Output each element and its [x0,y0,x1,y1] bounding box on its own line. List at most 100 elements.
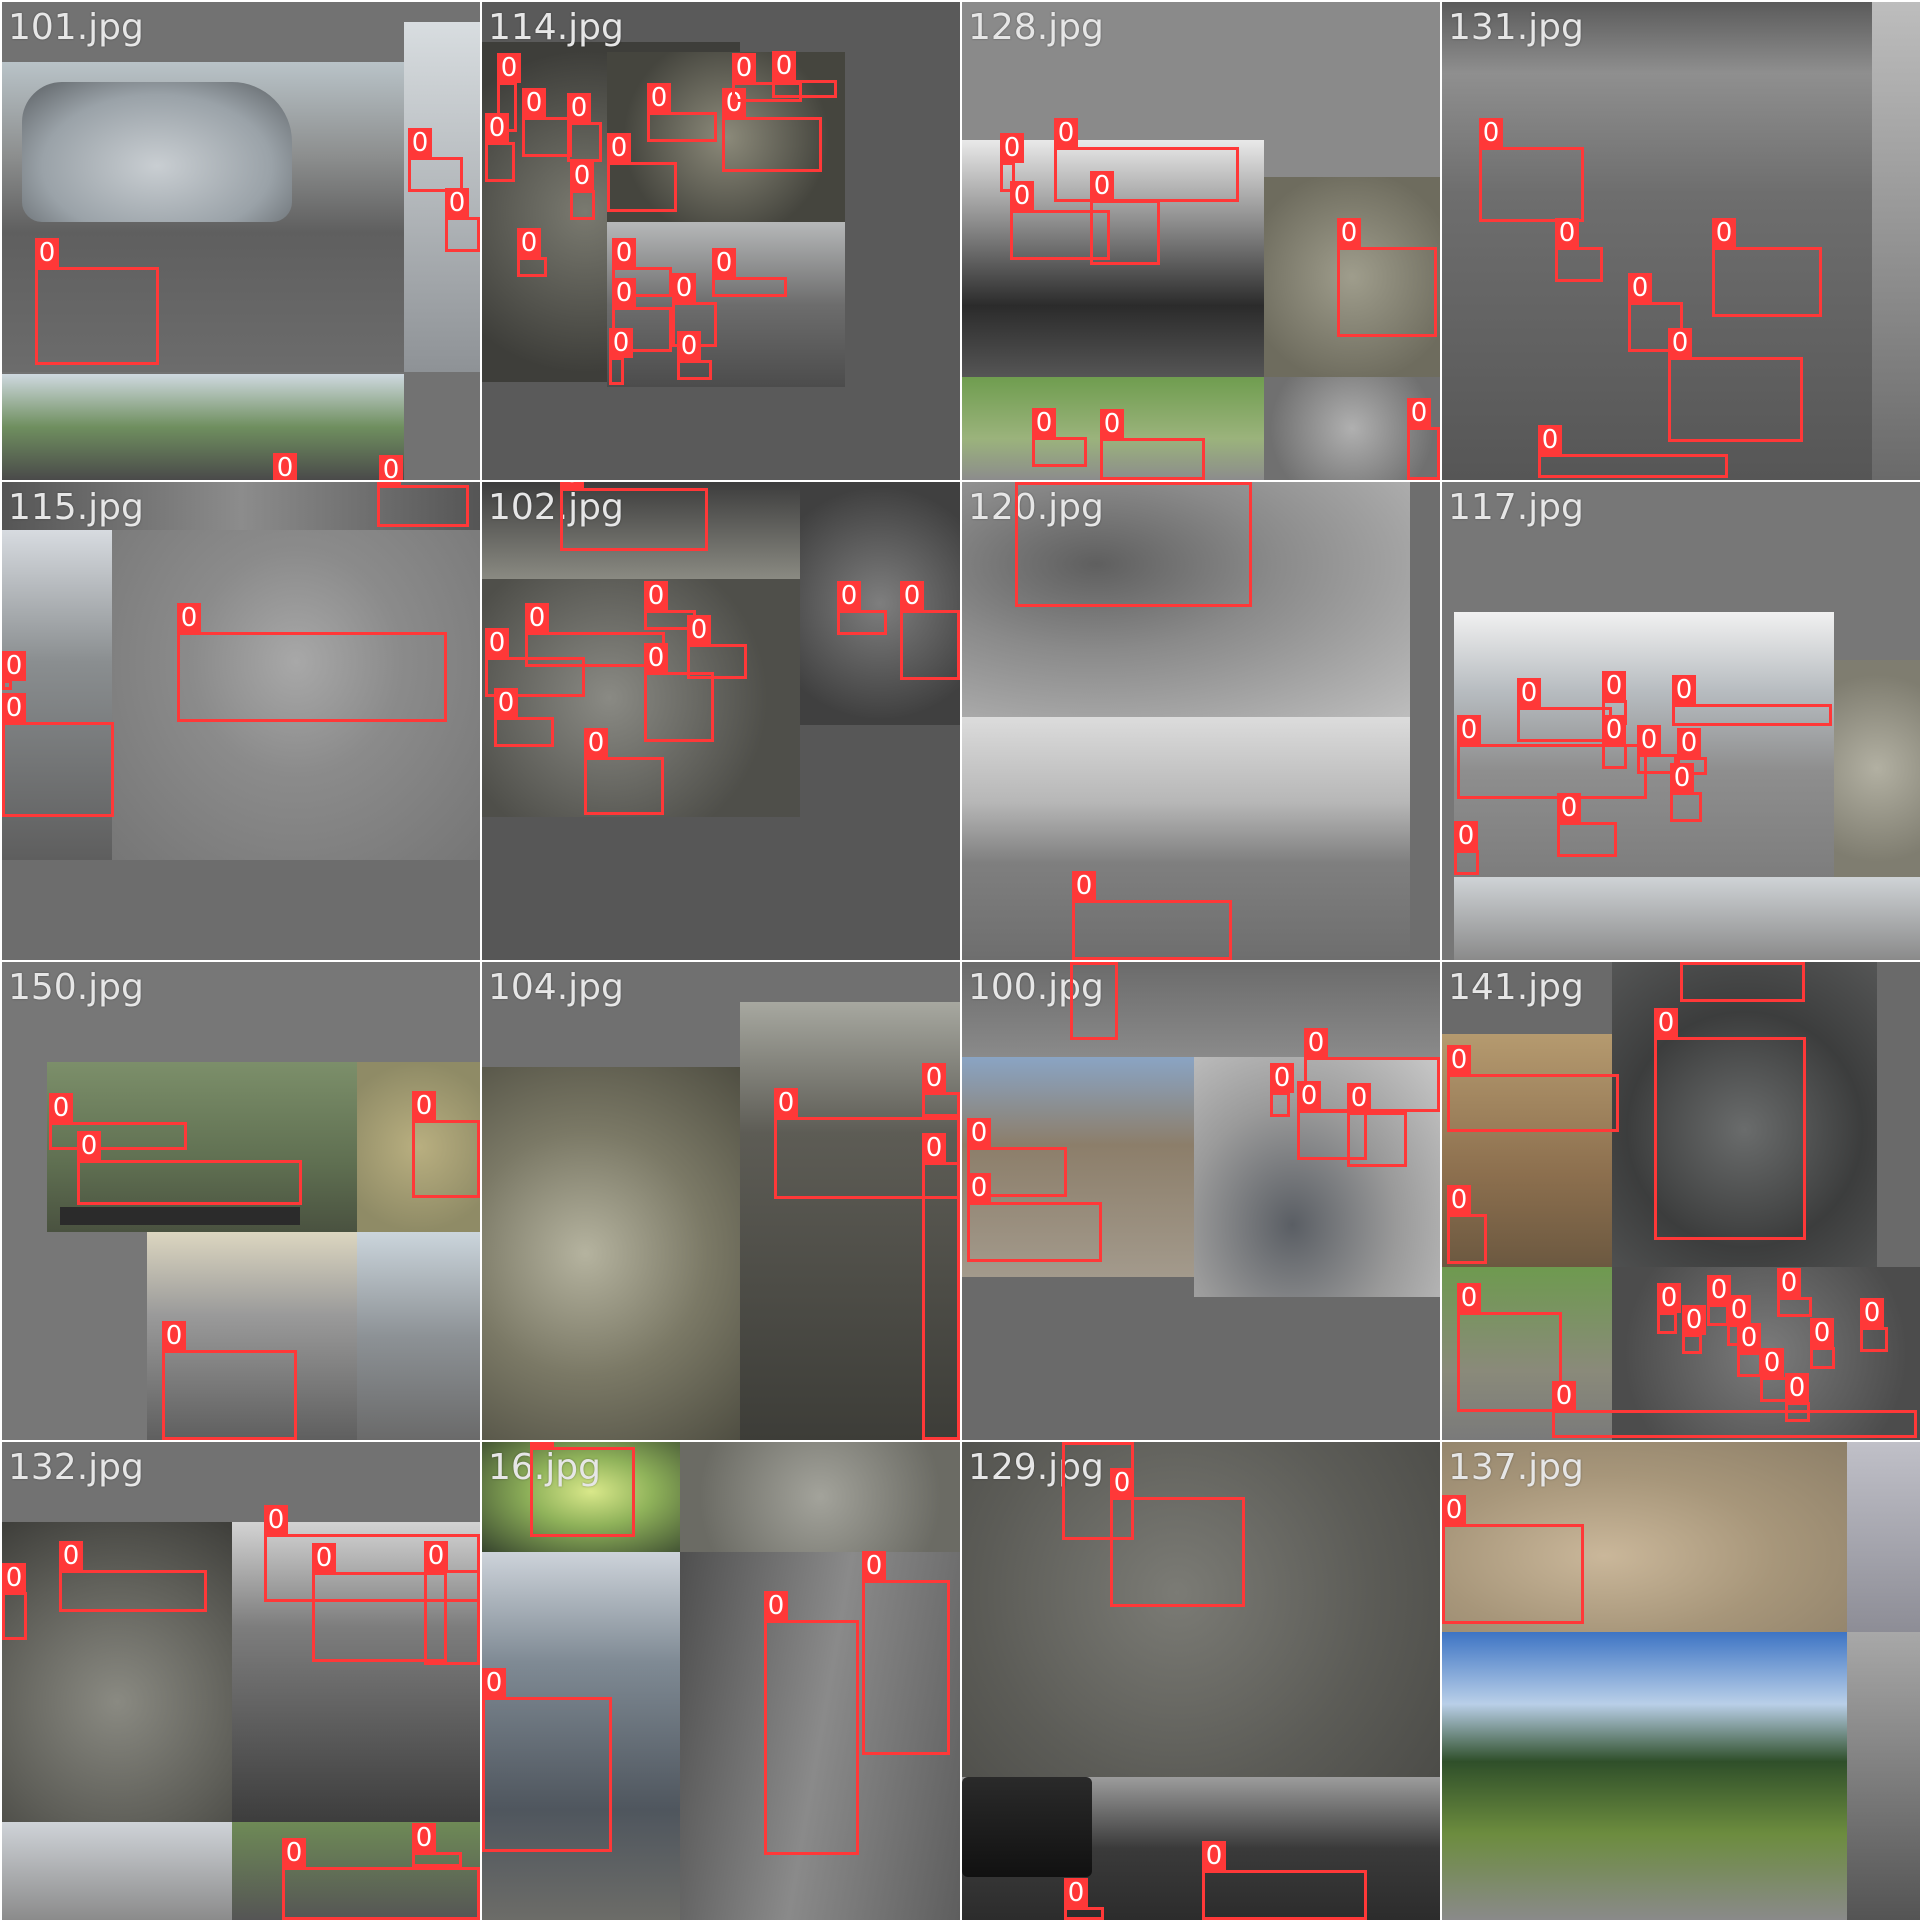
class-label: 0 [764,1591,788,1621]
class-label: 0 [1062,1442,1086,1443]
class-label: 0 [967,1173,991,1203]
gravel-photo [1847,1442,1920,1632]
class-label: 0 [584,728,608,758]
car-photo [22,82,292,222]
detection-box: 0 [517,228,547,277]
class-label: 0 [612,278,636,308]
class-label: 0 [612,238,636,268]
class-label: 0 [1552,1381,1576,1411]
tile-title: 104.jpg [488,967,624,1008]
detection-box: 0 [377,482,469,527]
detection-box: 0 [1447,1185,1487,1264]
detection-box: 0 [1657,1283,1681,1334]
detection-box: 0 [1010,181,1110,260]
class-label: 0 [2,1563,26,1593]
class-label: 0 [837,581,861,611]
class-label: 0 [1337,218,1361,248]
tile-title: 137.jpg [1448,1447,1584,1488]
tile-120: 120.jpg 0 0 [962,482,1440,960]
tile-title: 141.jpg [1448,967,1584,1008]
class-label: 0 [1810,1318,1834,1348]
class-label: 0 [922,1133,946,1163]
class-label: 0 [282,1838,306,1868]
detection-box: 0 [1015,482,1252,607]
class-label: 0 [485,628,509,658]
detection-box: 0 [1407,398,1440,480]
detection-box: 0 [1479,118,1584,222]
class-label: 0 [408,128,432,158]
class-label: 0 [862,1551,886,1581]
detection-box: 0 [1110,1468,1245,1607]
class-label: 0 [1000,133,1024,163]
side-photo [1872,2,1920,480]
tile-132: 132.jpg 0 0 0 0 0 0 0 [2,1442,480,1920]
class-label: 0 [1447,1045,1471,1075]
detection-box: 0 [1602,715,1627,769]
class-label: 0 [712,248,736,278]
detection-box: 0 [485,628,585,697]
class-label: 0 [1347,1083,1371,1113]
detection-box: 0 [445,188,480,252]
detection-box: 0 [1557,793,1617,857]
class-label: 0 [1654,1008,1678,1038]
class-label: 0 [722,88,746,118]
detection-box: 0 [1517,678,1612,742]
class-label: 0 [1010,181,1034,211]
class-label: 0 [570,161,594,191]
detection-box: 0 [567,93,602,162]
detection-box: 0 [1070,962,1118,1040]
tile-131: 131.jpg 0 0 0 0 0 0 [1442,2,1920,480]
detection-box: 0 [1552,1381,1917,1438]
class-label: 0 [1100,409,1124,439]
tile-101: 101.jpg 0 0 0 0 0 [2,2,480,480]
road-photo [680,1442,960,1552]
class-label: 0 [607,133,631,163]
detection-box: 0 [570,161,595,220]
class-label: 0 [2,693,26,723]
road-photo [962,1442,1440,1777]
road-photo [1442,2,1872,480]
detection-box: 0 [494,688,554,747]
street-photo [1454,877,1920,960]
sand-photo [1442,1442,1847,1632]
tile-141: 141.jpg 0 0 0 0 0 0 0 0 0 0 0 0 0 0 0 0 [1442,962,1920,1440]
class-label: 0 [1557,793,1581,823]
street-photo [607,222,845,387]
class-label: 0 [424,1541,448,1571]
detection-box: 0 [687,615,747,679]
detection-box: 0 [77,1131,302,1205]
street-photo [2,1822,232,1920]
tile-title: 120.jpg [968,487,1104,528]
pond-photo [482,1442,680,1552]
tile-title: 117.jpg [1448,487,1584,528]
detection-box: 0 [1628,273,1683,352]
detection-box: 0 [1000,133,1024,192]
detection-box: 0 [1100,409,1205,480]
class-label: 0 [1517,678,1541,708]
class-label: 0 [1672,675,1696,705]
class-label: 0 [560,482,584,489]
detection-box: 0 [967,1173,1102,1262]
tile-title: 114.jpg [488,7,624,48]
detection-box: 0 [1670,763,1702,822]
class-label: 0 [522,88,546,118]
detection-box: 0 [482,1668,612,1852]
detection-box: 0 [764,1591,859,1855]
detection-box: 0 [644,643,714,742]
class-label: 0 [377,482,401,486]
class-label: 0 [1054,118,1078,148]
road-photo [232,1822,480,1920]
tile-104: 104.jpg 0 0 0 [482,962,960,1440]
detection-box: 0 [560,482,708,551]
gravel-photo [1264,177,1440,377]
class-label: 0 [644,581,668,611]
tile-129: 129.jpg 0 0 0 0 [962,1442,1440,1920]
detection-box: 0 [1777,1268,1812,1317]
detection-box: 0 [1064,1878,1104,1920]
class-label: 0 [647,83,671,113]
class-label: 0 [1785,1373,1809,1403]
detection-box: 0 [2,651,26,690]
detection-box: 0 [485,113,515,182]
class-label: 0 [1447,1185,1471,1215]
class-label: 0 [967,1118,991,1148]
